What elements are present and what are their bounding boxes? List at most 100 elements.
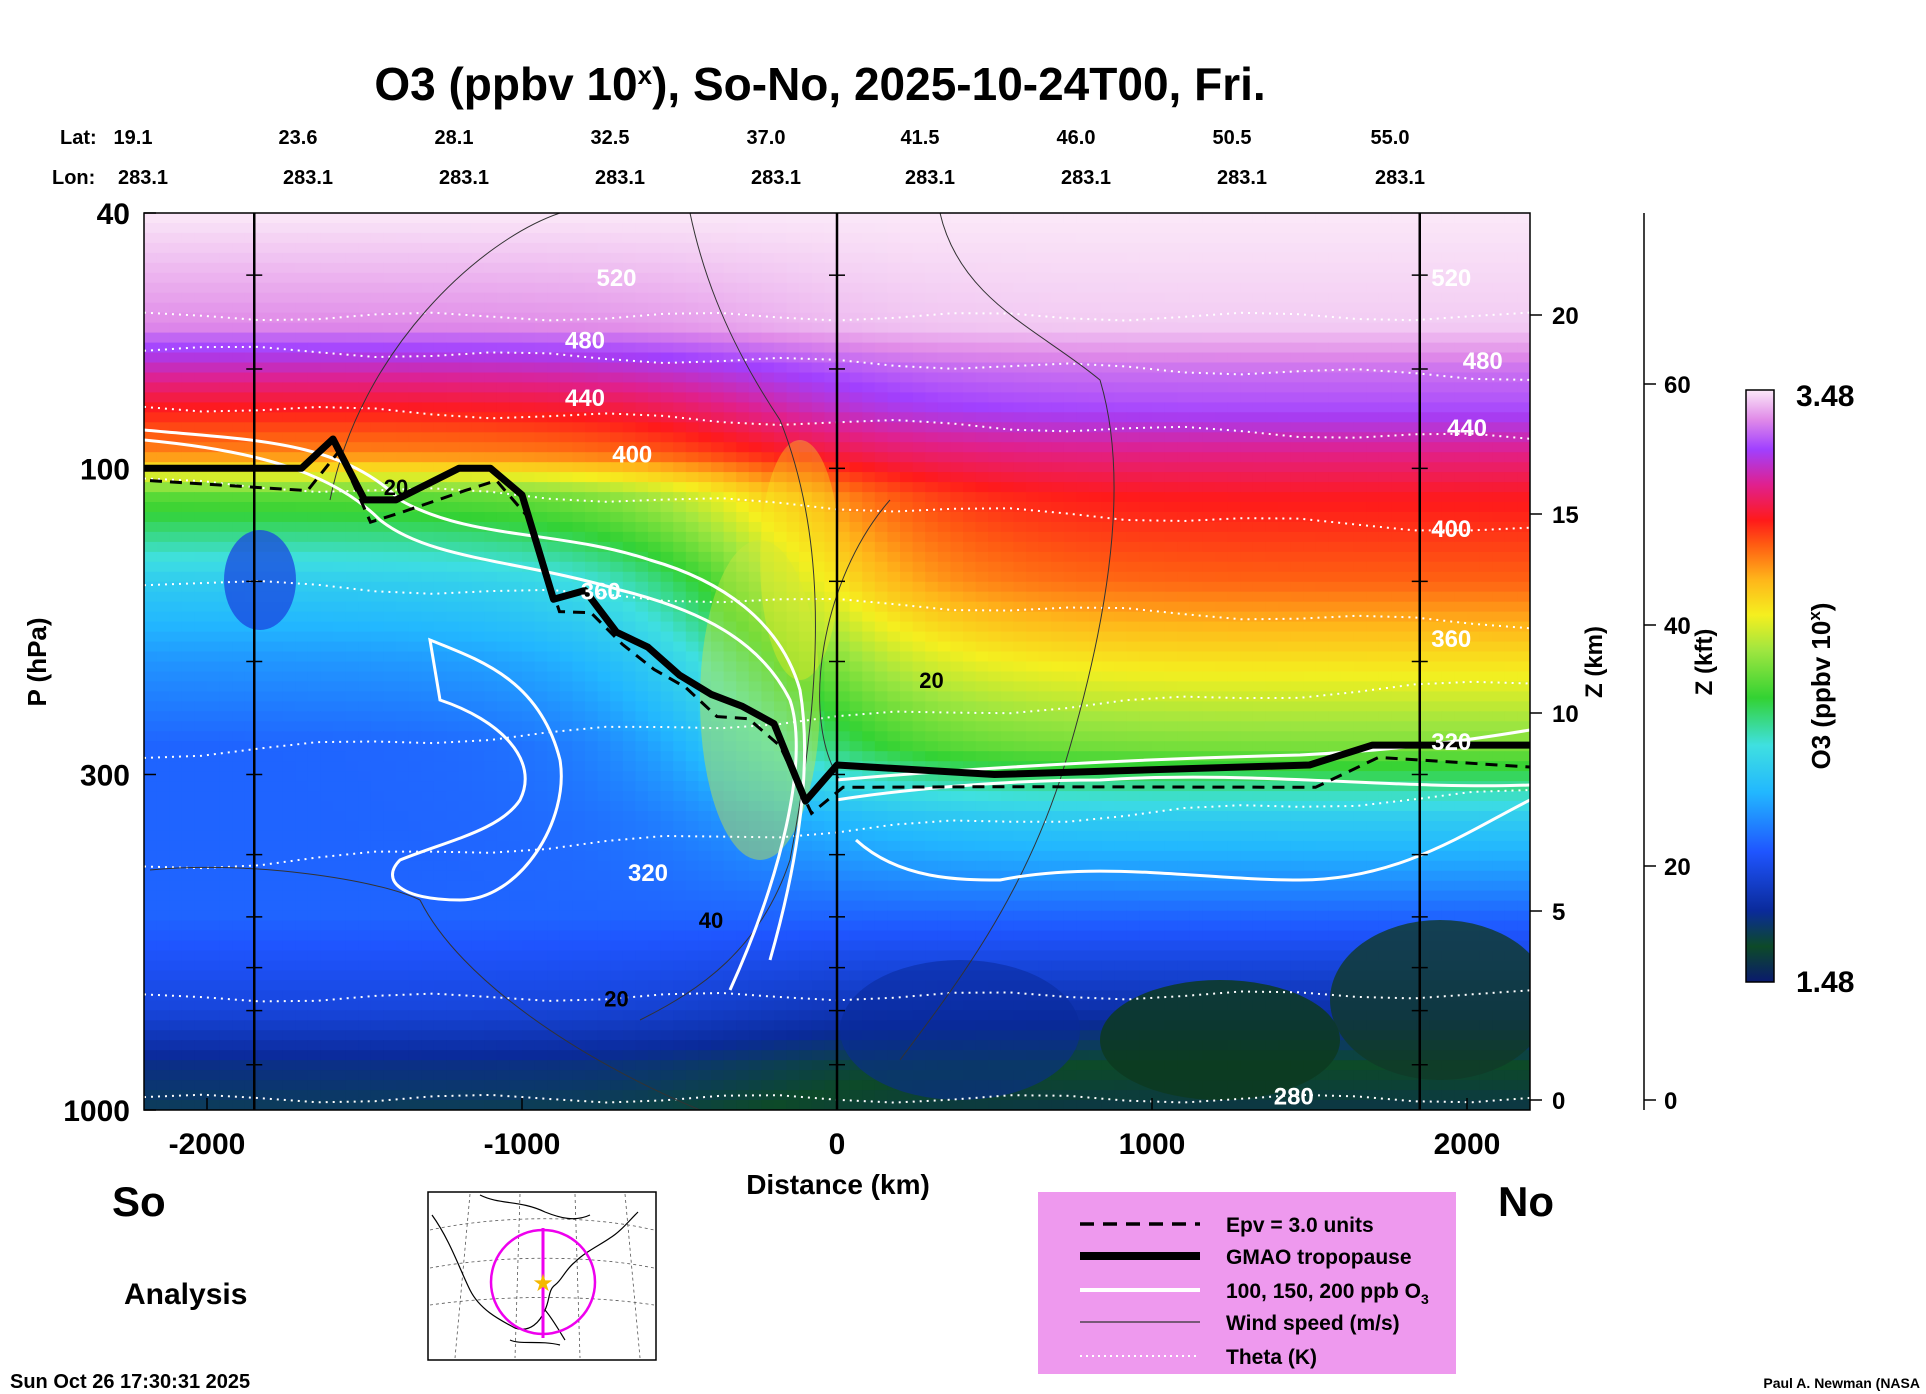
- ozone-cell: [1051, 472, 1065, 483]
- ozone-cell: [1278, 252, 1292, 264]
- ozone-cell: [383, 372, 397, 384]
- ozone-cell: [1353, 541, 1367, 553]
- ozone-cell: [849, 342, 863, 354]
- ozone-cell: [219, 661, 233, 673]
- ozone-cell: [1000, 641, 1014, 653]
- ozone-cell: [534, 352, 548, 364]
- ozone-cell: [459, 372, 473, 384]
- ozone-cell: [1189, 223, 1203, 234]
- ozone-cell: [610, 531, 624, 543]
- ozone-cell: [270, 432, 284, 443]
- ozone-cell: [1126, 422, 1140, 433]
- ozone-cell: [1227, 472, 1241, 483]
- ozone-cell: [1026, 223, 1040, 234]
- ozone-cell: [849, 631, 863, 643]
- ozone-cell: [761, 252, 775, 264]
- ozone-cell: [559, 631, 573, 643]
- ozone-cell: [1290, 322, 1304, 334]
- ozone-cell: [811, 272, 825, 284]
- ozone-cell: [988, 432, 1002, 443]
- ozone-cell: [219, 531, 233, 543]
- ozone-cell: [307, 591, 321, 603]
- ozone-cell: [1189, 262, 1203, 274]
- ozone-cell: [396, 342, 410, 354]
- ozone-cell: [736, 581, 750, 593]
- ozone-cell: [1013, 362, 1027, 374]
- ozone-cell: [1227, 651, 1241, 663]
- ozone-cell: [1013, 412, 1027, 423]
- ozone-cell: [194, 631, 208, 643]
- ozone-cell: [1139, 631, 1153, 643]
- ozone-cell: [270, 502, 284, 513]
- ozone-cell: [1000, 362, 1014, 374]
- ozone-cell: [1265, 342, 1279, 354]
- ozone-cell: [1517, 322, 1530, 334]
- ozone-cell: [496, 332, 510, 344]
- ozone-cell: [1240, 223, 1254, 234]
- ozone-cell: [1076, 462, 1090, 473]
- ozone-cell: [723, 322, 737, 334]
- ozone-cell: [975, 292, 989, 304]
- ozone-cell: [963, 611, 977, 623]
- ozone-cell: [1026, 472, 1040, 483]
- ozone-cell: [685, 332, 699, 344]
- ozone-cell: [358, 442, 372, 453]
- ozone-cell: [408, 242, 422, 254]
- ozone-cell: [156, 502, 170, 513]
- ozone-cell: [194, 312, 208, 324]
- ozone-cell: [1139, 242, 1153, 254]
- ozone-cell: [1101, 272, 1115, 284]
- ozone-cell: [1164, 382, 1178, 393]
- ozone-cell: [1013, 213, 1027, 224]
- ozone-cell: [1139, 292, 1153, 304]
- ozone-cell: [307, 302, 321, 314]
- ozone-cell: [648, 422, 662, 433]
- ozone-cell: [774, 452, 788, 463]
- ozone-cell: [471, 651, 485, 663]
- ozone-cell: [1391, 621, 1405, 633]
- ozone-cell: [572, 442, 586, 453]
- ozone-cell: [270, 492, 284, 503]
- ozone-cell: [1416, 571, 1430, 583]
- ozone-cell: [1378, 213, 1392, 224]
- ozone-cell: [774, 272, 788, 284]
- ozone-cell: [799, 252, 813, 264]
- ozone-cell: [1467, 352, 1481, 364]
- ozone-cell: [950, 312, 964, 324]
- ozone-cell: [421, 621, 435, 633]
- ozone-cell: [1492, 242, 1506, 254]
- ozone-cell: [748, 392, 762, 403]
- ozone-cell: [144, 312, 158, 324]
- ozone-cell: [307, 262, 321, 274]
- ozone-cell: [622, 651, 636, 663]
- ozone-cell: [1114, 382, 1128, 393]
- ozone-cell: [874, 302, 888, 314]
- ozone-cell: [1378, 382, 1392, 393]
- ozone-cell: [1265, 621, 1279, 633]
- ozone-cell: [1152, 492, 1166, 503]
- ozone-cell: [1152, 322, 1166, 334]
- ozone-cell: [1101, 502, 1115, 513]
- ozone-cell: [232, 531, 246, 543]
- ozone-cell: [673, 213, 687, 224]
- ozone-cell: [1152, 571, 1166, 583]
- ozone-cell: [547, 322, 561, 334]
- ozone-cell: [1404, 591, 1418, 603]
- ozone-cell: [446, 242, 460, 254]
- ozone-cell: [408, 472, 422, 483]
- ozone-cell: [559, 502, 573, 513]
- ozone-cell: [673, 382, 687, 393]
- ozone-cell: [496, 502, 510, 513]
- ozone-cell: [1467, 372, 1481, 384]
- ozone-cell: [736, 531, 750, 543]
- ozone-cell: [811, 213, 825, 224]
- ozone-cell: [698, 223, 712, 234]
- ozone-cell: [849, 551, 863, 563]
- ozone-cell: [698, 512, 712, 523]
- ozone-cell: [1038, 651, 1052, 663]
- ozone-cell: [144, 482, 158, 493]
- ozone-cell: [421, 332, 435, 344]
- ozone-cell: [1051, 591, 1065, 603]
- ozone-cell: [685, 362, 699, 374]
- ozone-cell: [874, 223, 888, 234]
